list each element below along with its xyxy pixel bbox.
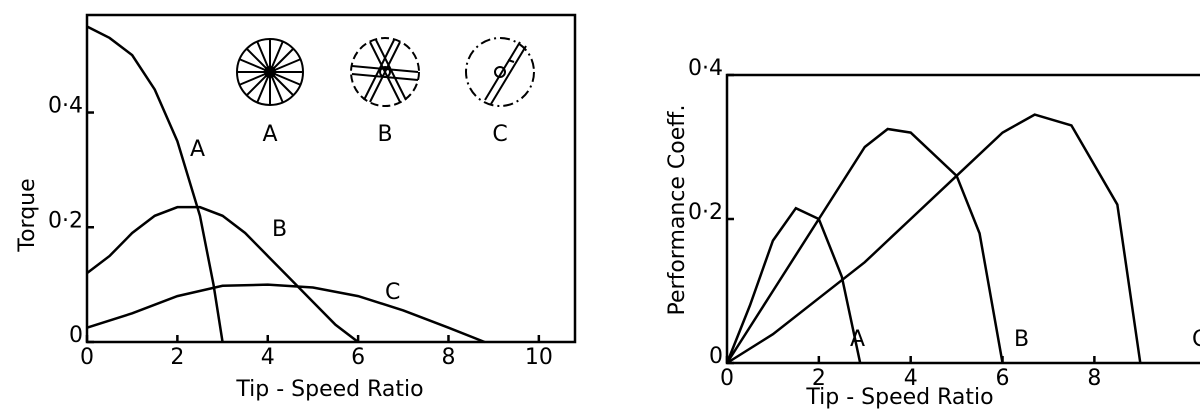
curve-label: C <box>385 280 400 305</box>
x-tick-label: 6 <box>996 366 1010 391</box>
curve-label: B <box>1014 327 1029 352</box>
rotor-icon-c <box>466 38 534 106</box>
x-axis-title: Tip - Speed Ratio <box>805 385 993 410</box>
x-tick-label: 10 <box>525 345 553 370</box>
y-tick-label: 0 <box>709 344 723 369</box>
y-tick-label: 0·4 <box>48 94 83 119</box>
y-tick-label: 0·2 <box>688 200 723 225</box>
rotor-label: A <box>262 122 277 147</box>
curve-label: A <box>190 137 205 162</box>
figure: 0 2 4 6 8 10 0 0·2 0·4 Tip - Speed Ratio Torque A A B… <box>0 0 1200 413</box>
data-line <box>87 285 485 342</box>
x-tick-label: 8 <box>441 345 455 370</box>
x-tick-label: 8 <box>1087 366 1101 391</box>
rotor-icon-b <box>351 38 419 106</box>
y-axis-title: Performance Coeff. <box>665 105 690 316</box>
curve-label: B <box>272 217 287 242</box>
curve-label: A <box>850 327 865 352</box>
x-tick-label: 0 <box>720 366 734 391</box>
x-tick-label: 4 <box>261 345 275 370</box>
data-line <box>727 115 1140 363</box>
y-tick-label: 0·4 <box>688 56 723 81</box>
data-line <box>87 207 358 342</box>
rotor-icon-a <box>237 39 303 105</box>
x-tick-label: 6 <box>351 345 365 370</box>
x-tick-label: 0 <box>80 345 94 370</box>
rotor-icons <box>237 38 534 106</box>
y-axis-title: Torque <box>15 178 40 252</box>
y-tick-label: 0 <box>69 323 83 348</box>
rotor-label: B <box>377 122 392 147</box>
x-axis-title: Tip - Speed Ratio <box>235 377 423 402</box>
axis-frame <box>87 15 575 342</box>
rotor-label: C <box>492 122 507 147</box>
x-tick-label: 2 <box>170 345 184 370</box>
y-tick-label: 0·2 <box>48 208 83 233</box>
curve-label: C <box>1192 327 1200 352</box>
axis-frame <box>727 75 1200 363</box>
data-line <box>727 208 860 363</box>
data-line <box>87 26 223 342</box>
